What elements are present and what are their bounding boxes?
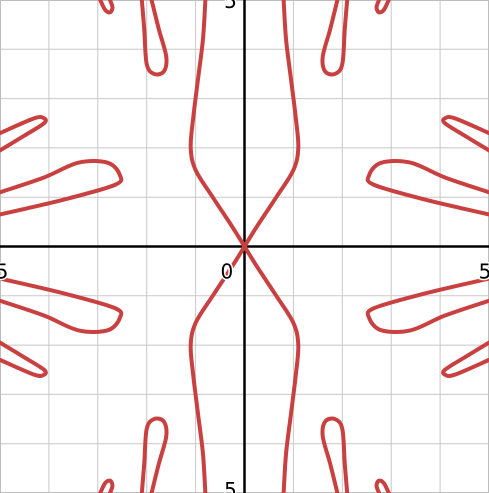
- curve-central-curve-0-q2: [242, 244, 301, 493]
- curve-petal-1-q3: [365, 276, 489, 335]
- curve-petal-1-q2: [0, 276, 124, 335]
- curve-central-curve-0-q3: [188, 244, 247, 493]
- curve-petal-2-q2: [0, 340, 48, 378]
- curve-petal-2-q1: [441, 115, 489, 153]
- curve-petal-3-q3: [320, 416, 350, 493]
- curve-petal-1-q0: [0, 158, 124, 217]
- y-tick-label-pos5: 5: [224, 0, 237, 13]
- curve-petal-3-q1: [320, 0, 350, 77]
- curve-petal-1-q1: [365, 158, 489, 217]
- y-tick-label-neg5: 5: [224, 478, 237, 493]
- curve-petal-4-q1: [374, 0, 391, 15]
- curve-petal-2-q0: [0, 115, 48, 153]
- curve-central-curve-0-q0: [242, 0, 301, 249]
- curve-petal-3-q0: [139, 0, 169, 77]
- curve-petal-4-q2: [98, 478, 115, 493]
- curve-central-curve-0-q1: [188, 0, 247, 249]
- origin-label: 0: [221, 260, 234, 284]
- curve-petal-3-q2: [139, 416, 169, 493]
- curve-petal-4-q3: [374, 478, 391, 493]
- x-tick-label-pos5: 5: [479, 260, 489, 284]
- curve-petal-2-q3: [441, 340, 489, 378]
- curve-petal-4-q0: [98, 0, 115, 15]
- x-tick-label-neg5: 5: [0, 260, 8, 284]
